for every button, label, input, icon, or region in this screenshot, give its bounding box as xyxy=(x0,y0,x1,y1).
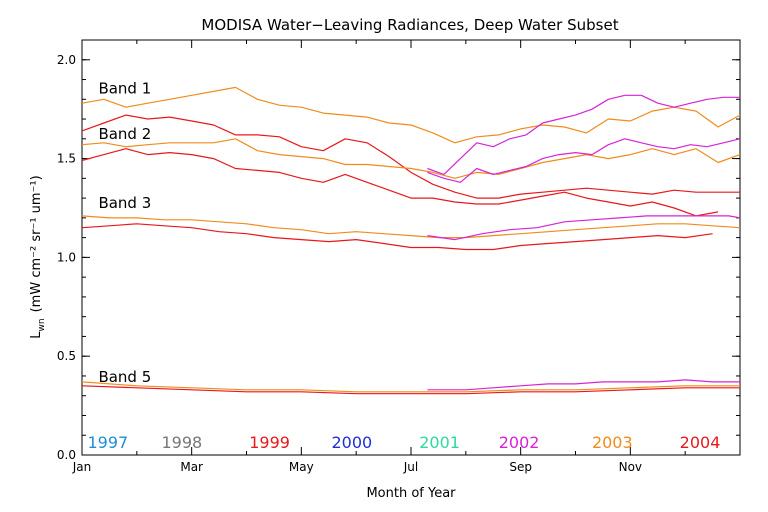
legend-entry-1998: 1998 xyxy=(162,433,203,452)
series-layer xyxy=(81,86,741,395)
x-tick-label: Mar xyxy=(180,460,203,474)
series-line-2004-band-3 xyxy=(81,223,713,251)
series-line-2004-band-1 xyxy=(81,114,740,199)
band-label: Band 2 xyxy=(98,125,151,143)
legend-entry-2004: 2004 xyxy=(680,433,721,452)
legend-entry-2003: 2003 xyxy=(592,433,633,452)
series-line-2002-band-2 xyxy=(427,138,741,183)
series-line-2003-band-3 xyxy=(81,215,741,239)
band-label: Band 3 xyxy=(98,194,151,212)
series-line-2003-band-1 xyxy=(81,86,741,144)
y-tick-label: 2.0 xyxy=(57,53,76,67)
y-axis-label-sub: wn xyxy=(37,318,47,331)
x-tick-label: Sep xyxy=(509,460,532,474)
y-tick-label: 1.5 xyxy=(57,152,76,166)
band-label: Band 5 xyxy=(98,368,151,386)
x-tick-label: Jul xyxy=(403,460,418,474)
y-tick-label: 1.0 xyxy=(57,250,76,264)
band-labels: Band 1 Band 2 Band 3 Band 5 xyxy=(98,79,151,386)
x-tick-label: Jan xyxy=(72,460,92,474)
axis-ticks: 0.0 0.5 1.0 1.5 2.0 Jan Mar May Jul Sep Nov xyxy=(57,39,740,474)
legend-entry-1997: 1997 xyxy=(87,433,128,452)
series-line-2003-band-2 xyxy=(81,138,741,179)
band-label: Band 1 xyxy=(98,79,151,97)
series-line-2004-band-2 xyxy=(81,148,719,217)
x-tick-label: Nov xyxy=(619,460,642,474)
x-axis-label: Month of Year xyxy=(366,486,456,501)
series-line-2002-band-3 xyxy=(427,215,741,241)
y-axis-label-units: (mW cm⁻² sr⁻¹ um⁻¹) xyxy=(29,175,44,312)
x-tick-label: May xyxy=(289,460,314,474)
y-tick-label: 0.5 xyxy=(57,349,76,363)
legend-entry-2002: 2002 xyxy=(499,433,540,452)
y-axis-label-main: L xyxy=(29,331,44,339)
legend-entry-2001: 2001 xyxy=(419,433,460,452)
series-line-2004-band-5 xyxy=(81,385,740,395)
svg-text:Lwn(mW cm⁻² sr⁻¹ um⁻¹): Lwn (mW cm⁻² sr⁻¹ um⁻¹) xyxy=(29,175,47,338)
chart-title: MODISA Water−Leaving Radiances, Deep Wat… xyxy=(201,16,618,34)
y-axis-label: Lwn (mW cm⁻² sr⁻¹ um⁻¹) xyxy=(29,175,47,338)
legend-entry-2000: 2000 xyxy=(331,433,372,452)
series-line-2002-band-1 xyxy=(427,94,740,175)
year-legend: 1997 1998 1999 2000 2001 2002 2003 2004 xyxy=(87,433,720,452)
y-tick-label: 0.0 xyxy=(57,448,76,462)
series-line-2003-band-5 xyxy=(81,381,740,393)
series-line-2002-band-5 xyxy=(427,379,740,391)
legend-entry-1999: 1999 xyxy=(249,433,290,452)
